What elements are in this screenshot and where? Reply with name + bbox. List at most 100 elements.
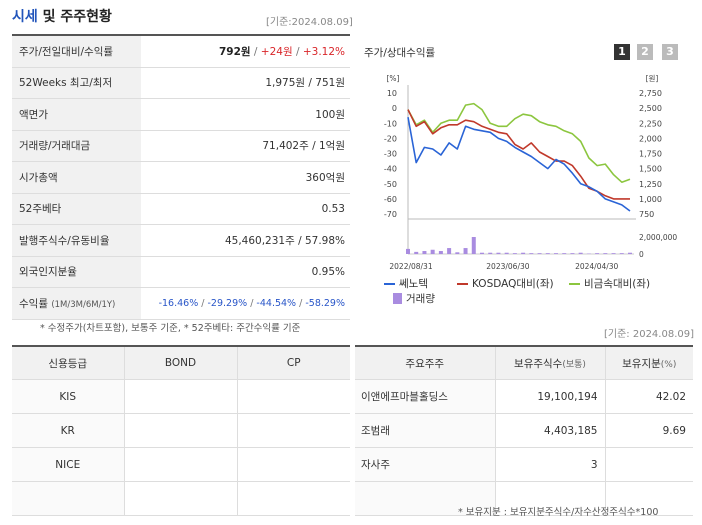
volume-bar <box>496 252 501 254</box>
volume-bar <box>562 253 567 254</box>
quote-value: -16.46% / -29.29% / -44.54% / -58.29% <box>141 287 350 320</box>
right-tick-label: 2,000 <box>639 134 662 143</box>
table-row: 자사주 3 <box>355 447 693 482</box>
quote-value: 792원 / +24원 / +3.12% <box>141 35 350 68</box>
return-3m: -29.29% <box>207 297 248 309</box>
period-button-2[interactable]: 2 <box>637 44 653 60</box>
table-row <box>355 481 693 516</box>
credit-agency <box>12 481 124 516</box>
section-title-rest: 및 주주현황 <box>37 9 112 25</box>
credit-header: BOND <box>123 346 237 380</box>
volume-bar <box>554 253 558 254</box>
quote-label: 52Weeks 최고/최저 <box>12 67 141 99</box>
credit-agency: NICE <box>12 447 124 482</box>
legend-label-price: 쎄노텍 <box>399 278 428 290</box>
legend-label-volume: 거래량 <box>406 293 435 305</box>
volume-bar <box>480 252 484 254</box>
volume-tick-label: 2,000,000 <box>639 233 677 242</box>
credit-bond <box>123 379 237 414</box>
holder-footnote: * 보유지분 : 보유지분주식수/자수산정주식수*100 <box>458 507 659 518</box>
holder-header-ratio-unit: (%) <box>660 359 677 370</box>
volume-bar <box>537 253 542 254</box>
quote-label: 수익률 (1M/3M/6M/1Y) <box>12 287 141 320</box>
x-tick-label: 2024/04/30 <box>575 262 618 271</box>
credit-cp <box>236 481 350 516</box>
quote-value: 0.95% <box>141 256 350 288</box>
quote-label: 거래량/거래대금 <box>12 130 141 162</box>
holder-header-shares-unit: (보통) <box>562 359 586 370</box>
returns-label-sub: (1M/3M/6M/1Y) <box>51 299 116 310</box>
legend-swatch-nonmetal <box>569 282 580 285</box>
left-tick-label: -60 <box>384 195 397 204</box>
major-shareholders-table: 주요주주 보유주식수(보통) 보유지분(%) 이앤에프마블홀딩스 19,100,… <box>355 345 693 516</box>
credit-header-row: 신용등급 BOND CP <box>12 346 350 380</box>
right-tick-label: 2,750 <box>639 89 662 98</box>
left-tick-label: -50 <box>384 180 397 189</box>
volume-bar <box>570 253 575 254</box>
x-tick-label: 2023/06/30 <box>486 262 529 271</box>
quote-label: 액면가 <box>12 98 141 131</box>
quote-row: 외국인지분율 0.95% <box>12 256 350 288</box>
volume-bar <box>406 248 410 254</box>
x-tick-label: 2022/08/31 <box>389 262 432 271</box>
legend-label-nonmetal: 비금속대비(좌) <box>584 278 651 290</box>
base-date: [기준:2024.08.09] <box>266 17 353 28</box>
holder-shares: 19,100,194 <box>494 379 605 414</box>
quote-row: 거래량/거래대금 71,402주 / 1억원 <box>12 130 350 162</box>
right-axis-unit: [원] <box>646 74 659 83</box>
table-row: 이앤에프마블홀딩스 19,100,194 42.02 <box>355 379 693 414</box>
legend-swatch-kosdaq <box>457 282 468 285</box>
quote-row: 발행주식수/유동비율 45,460,231주 / 57.98% <box>12 224 350 257</box>
volume-bar <box>438 251 443 254</box>
credit-cp <box>236 447 350 482</box>
left-tick-label: -20 <box>384 134 397 143</box>
right-tick-label: 2,250 <box>639 119 662 128</box>
right-tick-label: 1,000 <box>639 195 662 204</box>
holder-name: 조범래 <box>355 413 495 448</box>
credit-cp <box>236 379 350 414</box>
volume-bar <box>447 248 452 254</box>
volume-bar <box>414 251 419 254</box>
chart-title: 주가/상대수익률 <box>364 47 436 59</box>
volume-bar <box>488 252 493 254</box>
holder-ratio: 9.69 <box>604 413 693 448</box>
holder-header-row: 주요주주 보유주식수(보통) 보유지분(%) <box>355 346 693 380</box>
quote-row: 수익률 (1M/3M/6M/1Y) -16.46% / -29.29% / -4… <box>12 287 350 320</box>
table-row: KIS <box>12 379 350 414</box>
quote-row: 시가총액 360억원 <box>12 161 350 194</box>
quote-value: 71,402주 / 1억원 <box>141 130 350 162</box>
left-tick-label: -30 <box>384 150 397 159</box>
holder-ratio <box>604 447 693 482</box>
credit-bond <box>123 481 237 516</box>
holder-name <box>355 481 495 516</box>
credit-bond <box>123 413 237 448</box>
right-tick-label: 750 <box>639 210 654 219</box>
volume-bar <box>545 253 550 254</box>
quote-table: 주가/전일대비/수익률 792원 / +24원 / +3.12% 52Weeks… <box>12 34 350 320</box>
period-button-1[interactable]: 1 <box>614 44 630 60</box>
quote-footnote: * 수정주가(차트포함), 보통주 기준, * 52주베타: 주간수익률 기준 <box>40 323 301 334</box>
volume-bar <box>504 252 509 254</box>
volume-bar <box>529 253 534 254</box>
credit-agency: KIS <box>12 379 124 414</box>
table-row: KR <box>12 413 350 448</box>
quote-value: 0.53 <box>141 193 350 225</box>
volume-bar <box>422 251 427 254</box>
table-row <box>12 481 350 516</box>
volume-bar <box>628 252 632 254</box>
return-1m: -16.46% <box>158 297 199 309</box>
holder-base-date: [기준: 2024.08.09] <box>604 329 695 340</box>
quote-row: 주가/전일대비/수익률 792원 / +24원 / +3.12% <box>12 35 350 68</box>
volume-bar <box>578 252 583 254</box>
legend-swatch-volume <box>393 293 402 304</box>
legend-item-price: 쎄노텍 <box>384 276 428 291</box>
holder-name: 이앤에프마블홀딩스 <box>355 379 495 414</box>
right-tick-label: 1,750 <box>639 150 662 159</box>
quote-row: 52주베타 0.53 <box>12 193 350 225</box>
returns-label: 수익률 <box>19 297 48 310</box>
series-line <box>407 102 631 183</box>
period-button-3[interactable]: 3 <box>662 44 678 60</box>
credit-rating-table: 신용등급 BOND CP KIS KR NICE <box>12 345 350 516</box>
credit-agency: KR <box>12 413 124 448</box>
quote-label: 주가/전일대비/수익률 <box>12 35 141 68</box>
